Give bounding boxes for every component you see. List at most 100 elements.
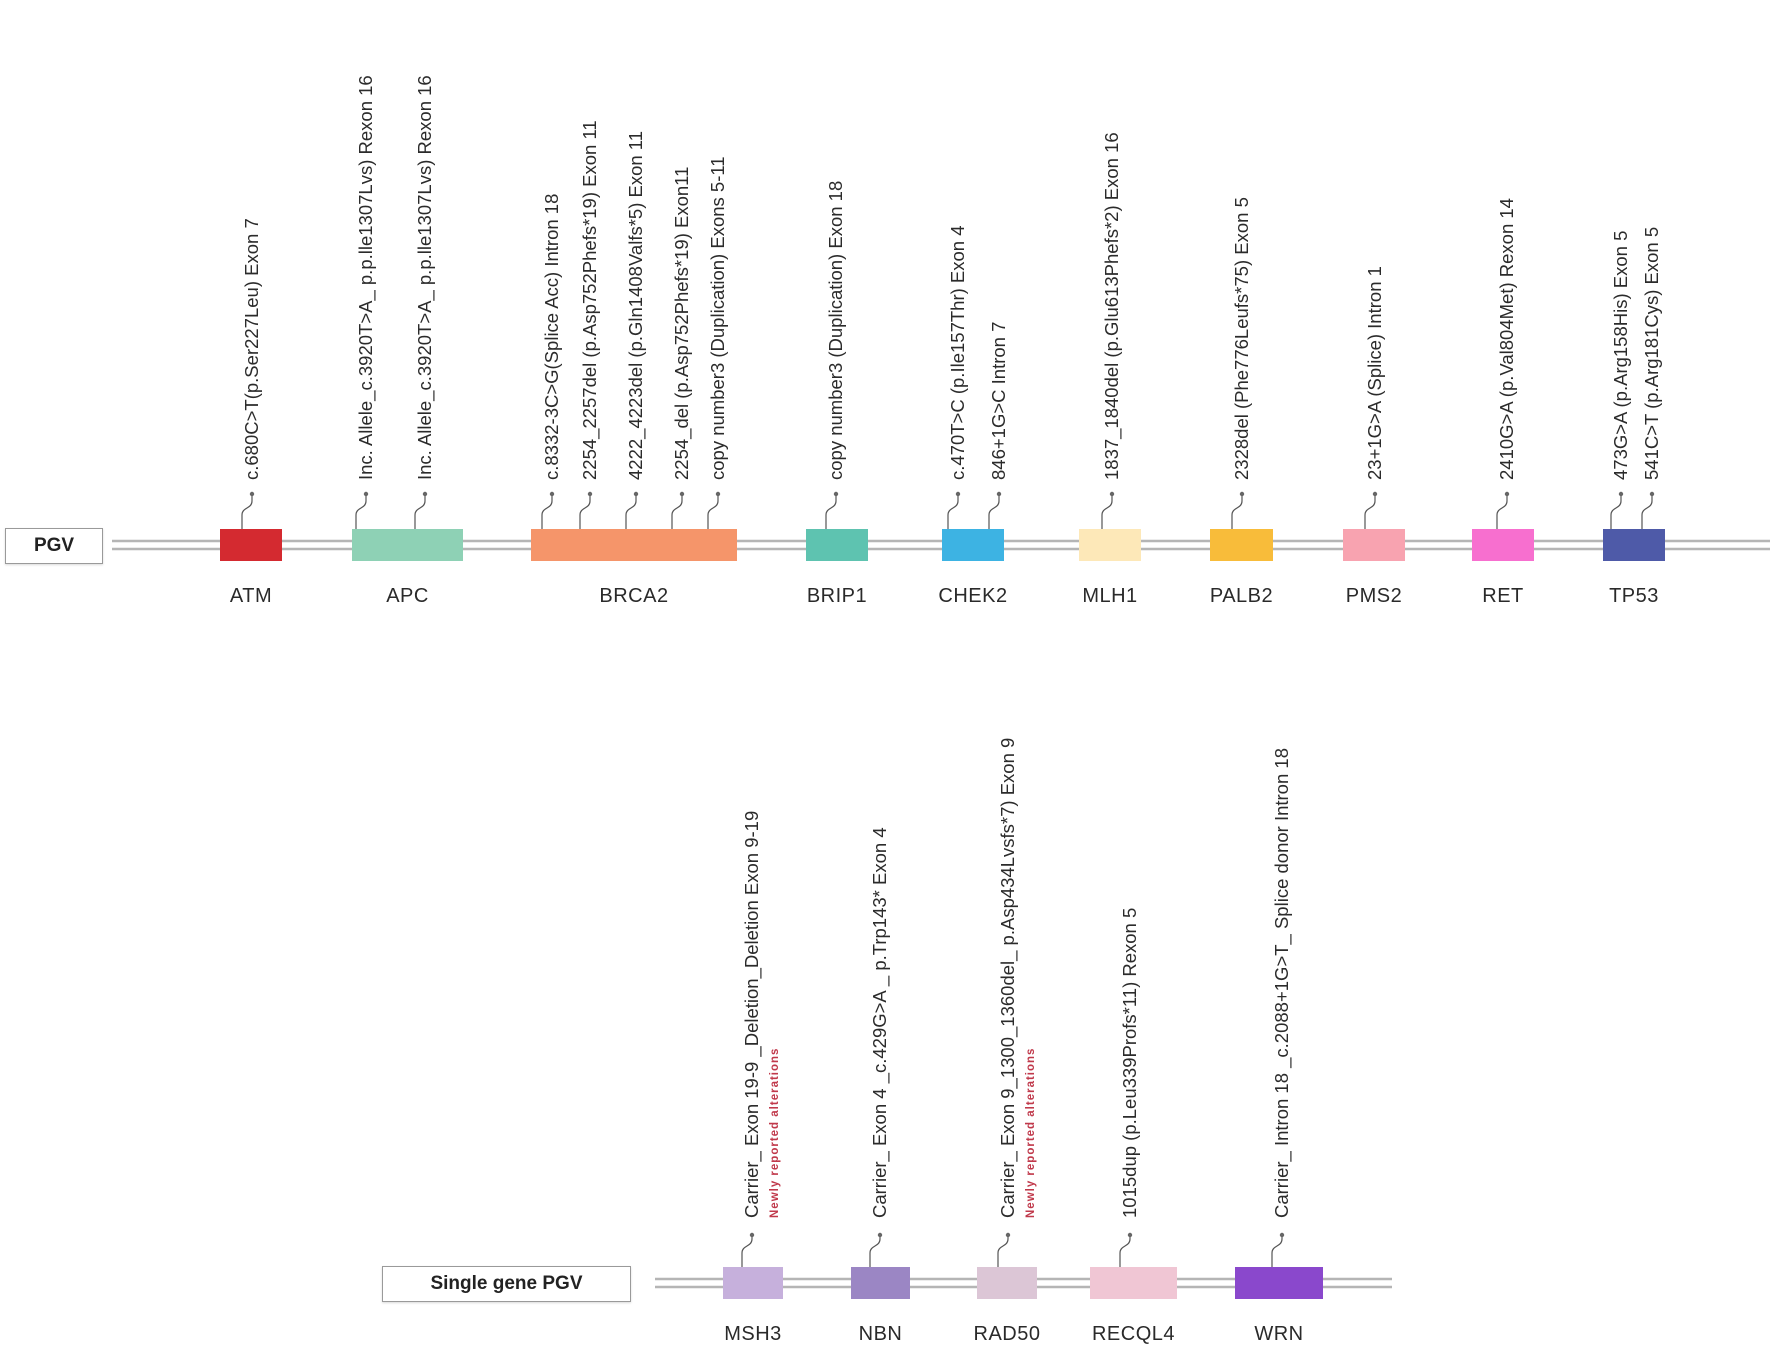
variant-pin-head-icon xyxy=(1005,1232,1011,1238)
gene-box[interactable] xyxy=(352,529,463,561)
variant-pin-head-icon xyxy=(1109,491,1115,497)
variant-pin xyxy=(869,1235,881,1267)
variant-pin-head-icon xyxy=(633,491,639,497)
row-label-text: Single gene PGV xyxy=(430,1273,583,1294)
gene-name: MLH1 xyxy=(1082,585,1137,607)
gene-name: MSH3 xyxy=(724,1323,782,1345)
variant-pin-head-icon xyxy=(749,1232,755,1238)
variant-pin xyxy=(579,494,591,529)
variant-label: copy number3 (Duplication) Exons 5-11 xyxy=(707,156,728,480)
gene-box[interactable] xyxy=(1603,529,1665,561)
gene-box[interactable] xyxy=(1235,1267,1323,1299)
gene-box[interactable] xyxy=(1079,529,1141,561)
gene-name: APC xyxy=(386,585,429,607)
row-label-single-gene-pgv: Single gene PGV xyxy=(382,1266,631,1302)
gene-box[interactable] xyxy=(723,1267,783,1299)
gene-box[interactable] xyxy=(1210,529,1273,561)
gene-track-0: ATM c.680C>T(p.Ser227Leu) Exon 7 APC Inc. A… xyxy=(112,75,1770,607)
gene-brca2[interactable]: BRCA2 c.8332-3C>G(Splice Acc) Intron 18 22… xyxy=(531,120,737,607)
variant-label: 846+1G>C Intron 7 xyxy=(988,322,1009,480)
variant-pin xyxy=(1496,494,1508,529)
variant-pin xyxy=(997,1235,1009,1267)
gene-wrn[interactable]: WRN Carrier_ Intron 18 _c.2088+1G>T_ Spli… xyxy=(1235,748,1323,1345)
variant-pin xyxy=(241,494,253,529)
gene-name: PMS2 xyxy=(1346,585,1402,607)
variant-pin-head-icon xyxy=(877,1232,883,1238)
variant-pin-head-icon xyxy=(1504,491,1510,497)
gene-box[interactable] xyxy=(531,529,737,561)
row-label-pgv: PGV xyxy=(5,528,103,564)
gene-box[interactable] xyxy=(1343,529,1405,561)
variant-pin xyxy=(1641,494,1653,529)
variant-pin xyxy=(988,494,1000,529)
variant-pin xyxy=(947,494,959,529)
variant-pin xyxy=(1119,1235,1131,1267)
variant-pin xyxy=(414,494,426,529)
gene-atm[interactable]: ATM c.680C>T(p.Ser227Leu) Exon 7 xyxy=(220,218,282,607)
gene-msh3[interactable]: MSH3 Carrier_ Exon 19-9 _Deletion_Deletio… xyxy=(723,811,783,1345)
variant-label: c.8332-3C>G(Splice Acc) Intron 18 xyxy=(541,194,562,480)
gene-nbn[interactable]: NBN Carrier_ Exon 4 _c.429G>A _ p.Trp143*… xyxy=(851,827,910,1345)
variant-pin-head-icon xyxy=(715,491,721,497)
variant-pin-head-icon xyxy=(996,491,1002,497)
variant-label: 2254_del (p.Asp752Phefs*19) Exon11 xyxy=(671,167,693,480)
gene-name: RECQL4 xyxy=(1092,1323,1175,1345)
variant-label: 1015dup (p.Leu339Profs*11) Rexon 5 xyxy=(1119,908,1140,1218)
variant-pin xyxy=(355,494,367,529)
variant-pin xyxy=(671,494,683,529)
variant-label: 2254_2257del (p.Asp752Phefs*19) Exon 11 xyxy=(579,120,601,480)
gene-box[interactable] xyxy=(1472,529,1534,561)
variant-pin-head-icon xyxy=(833,491,839,497)
variant-label: 541C>T (p.Arg181Cys) Exon 5 xyxy=(1641,227,1662,480)
gene-name: RET xyxy=(1482,585,1524,607)
gene-chek2[interactable]: CHEK2 c.470T>C (p.Ile157Thr) Exon 4 846+1G… xyxy=(938,225,1009,607)
newly-reported-note: Newly reported alterations xyxy=(1025,1048,1037,1218)
variant-pin-head-icon xyxy=(1618,491,1624,497)
variant-pin xyxy=(541,494,553,529)
variant-pin-head-icon xyxy=(587,491,593,497)
gene-tp53[interactable]: TP53 473G>A (p.Arg158His) Exon 5 541C>T (p… xyxy=(1603,227,1665,607)
gene-pms2[interactable]: PMS2 23+1G>A (Splice) Intron 1 xyxy=(1343,266,1405,607)
variant-pin xyxy=(625,494,637,529)
gene-mlh1[interactable]: MLH1 1837_1840del (p.Glu613Phefs*2) Exon … xyxy=(1079,132,1141,607)
variant-pin xyxy=(825,494,837,529)
gene-box[interactable] xyxy=(977,1267,1037,1299)
variant-label: Carrier_ Exon 9_1300_1360del_ p.Asp434Lv… xyxy=(997,738,1019,1218)
gene-ret[interactable]: RET 2410G>A (p.Val804Met) Rexon 14 xyxy=(1472,198,1534,607)
row-label-text: PGV xyxy=(33,535,75,556)
variant-pin-head-icon xyxy=(1127,1232,1133,1238)
gene-name: RAD50 xyxy=(974,1323,1041,1345)
gene-palb2[interactable]: PALB2 2328del (Phe776Leufs*75) Exon 5 xyxy=(1210,197,1273,607)
variant-label: Inc. Allele_c.3920T>A_ p.p.lle1307Lvs) R… xyxy=(355,75,377,480)
gene-name: WRN xyxy=(1254,1323,1303,1345)
variant-pin-head-icon xyxy=(249,491,255,497)
gene-brip1[interactable]: BRIP1 copy number3 (Duplication) Exon 18 xyxy=(806,181,868,607)
variant-label: 1837_1840del (p.Glu613Phefs*2) Exon 16 xyxy=(1101,132,1123,480)
gene-apc[interactable]: APC Inc. Allele_c.3920T>A_ p.p.lle1307Lvs… xyxy=(352,75,463,607)
gene-box[interactable] xyxy=(942,529,1004,561)
variant-pin-head-icon xyxy=(363,491,369,497)
gene-box[interactable] xyxy=(220,529,282,561)
variant-label: 2410G>A (p.Val804Met) Rexon 14 xyxy=(1496,198,1517,480)
variant-pin xyxy=(1271,1235,1283,1267)
newly-reported-note: Newly reported alterations xyxy=(769,1048,781,1218)
variant-pin xyxy=(1364,494,1376,529)
variant-pin-head-icon xyxy=(955,491,961,497)
variant-label: Carrier_ Exon 19-9 _Deletion_Deletion Ex… xyxy=(741,811,763,1218)
gene-rad50[interactable]: RAD50 Carrier_ Exon 9_1300_1360del_ p.Asp… xyxy=(974,738,1041,1345)
variant-pin-head-icon xyxy=(1372,491,1378,497)
gene-box[interactable] xyxy=(1090,1267,1177,1299)
variant-pin-head-icon xyxy=(1649,491,1655,497)
variant-pin xyxy=(1610,494,1622,529)
gene-box[interactable] xyxy=(851,1267,910,1299)
variant-pin-head-icon xyxy=(679,491,685,497)
gene-recql4[interactable]: RECQL4 1015dup (p.Leu339Profs*11) Rexon 5 xyxy=(1090,908,1177,1345)
variant-pin-head-icon xyxy=(1239,491,1245,497)
gene-name: ATM xyxy=(230,585,272,607)
variant-pin xyxy=(707,494,719,529)
variant-label: c.470T>C (p.Ile157Thr) Exon 4 xyxy=(947,225,968,480)
gene-box[interactable] xyxy=(806,529,868,561)
variant-label: copy number3 (Duplication) Exon 18 xyxy=(825,181,846,480)
variant-label: Carrier_ Exon 4 _c.429G>A _ p.Trp143* Ex… xyxy=(869,827,891,1218)
